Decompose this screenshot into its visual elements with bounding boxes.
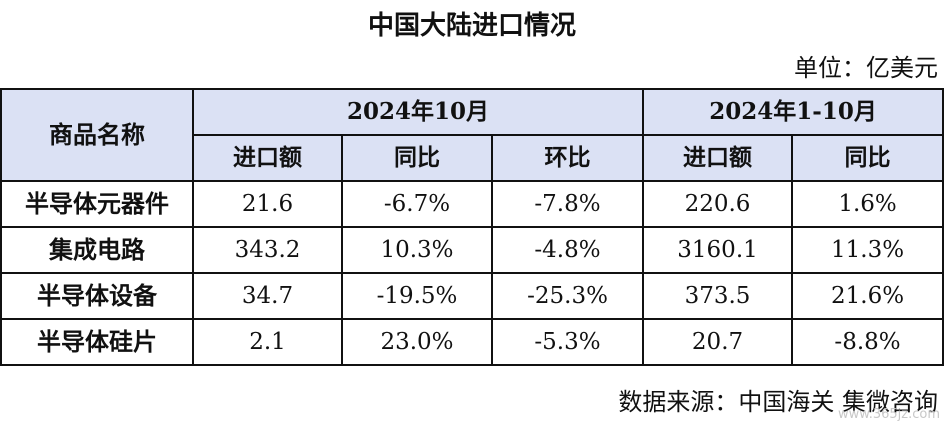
table-cell: -4.8% — [490, 226, 645, 274]
table-row: 集成电路 343.2 10.3% -4.8% 3160.1 11.3% — [0, 226, 944, 274]
table-cell: 10.3% — [341, 226, 493, 274]
table-cell: -7.8% — [490, 180, 645, 228]
table-cell: 373.5 — [642, 272, 794, 320]
corner-header: 商品名称 — [0, 88, 194, 182]
table-cell: -6.7% — [341, 180, 493, 228]
row-name: 半导体硅片 — [0, 318, 194, 366]
table-cell: -5.3% — [490, 318, 645, 366]
source-note: 数据来源：中国海关 集微咨询 — [618, 388, 938, 416]
table-cell: -8.8% — [791, 318, 944, 366]
subheader: 同比 — [341, 134, 493, 182]
period-header-2: 2024年1-10月 — [642, 88, 944, 136]
row-name: 半导体元器件 — [0, 180, 194, 228]
table-cell: 20.7 — [642, 318, 794, 366]
subheader: 环比 — [490, 134, 645, 182]
table-cell: 343.2 — [192, 226, 343, 274]
table-cell: 2.1 — [192, 318, 343, 366]
table-row: 半导体设备 34.7 -19.5% -25.3% 373.5 21.6% — [0, 272, 944, 320]
table-cell: 220.6 — [642, 180, 794, 228]
table-row: 半导体硅片 2.1 23.0% -5.3% 20.7 -8.8% — [0, 318, 944, 366]
table-cell: -25.3% — [490, 272, 645, 320]
table-cell: 11.3% — [791, 226, 944, 274]
header-row-periods: 商品名称 2024年10月 2024年1-10月 — [0, 88, 944, 182]
table-cell: 23.0% — [341, 318, 493, 366]
header-row-metrics: 进口额 同比 环比 进口额 同比 — [1, 134, 944, 182]
subheader: 进口额 — [642, 134, 794, 182]
row-name: 集成电路 — [0, 226, 194, 274]
unit-label: 单位：亿美元 — [794, 54, 938, 82]
table-cell: 34.7 — [192, 272, 343, 320]
table-cell: 21.6% — [791, 272, 944, 320]
table-cell: -19.5% — [341, 272, 493, 320]
table-row: 半导体元器件 21.6 -6.7% -7.8% 220.6 1.6% — [0, 180, 944, 228]
row-name: 半导体设备 — [0, 272, 194, 320]
period-header-1: 2024年10月 — [191, 88, 645, 136]
table-title: 中国大陆进口情况 — [367, 11, 576, 41]
import-table: 商品名称 2024年10月 2024年1-10月 进口额 同比 环比 进口额 同… — [0, 88, 944, 366]
subheader: 同比 — [791, 134, 944, 182]
subheader: 进口额 — [192, 134, 343, 182]
watermark: www.365jz.com — [838, 407, 940, 422]
table-cell: 3160.1 — [642, 226, 794, 274]
table-cell: 21.6 — [192, 180, 343, 228]
table-cell: 1.6% — [791, 180, 944, 228]
